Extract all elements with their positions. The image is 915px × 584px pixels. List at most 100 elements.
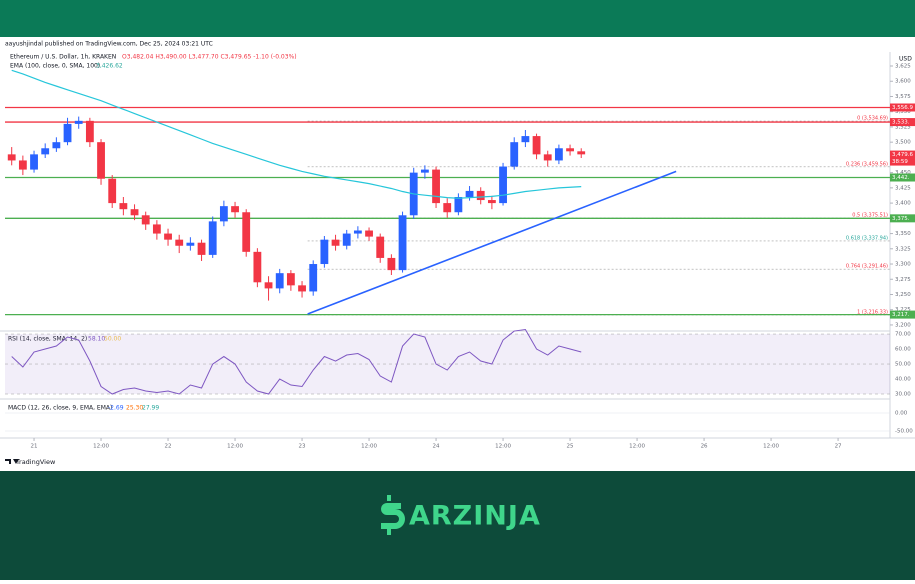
ema-line: [11, 69, 582, 199]
brand-icon-s: [381, 503, 405, 529]
rsi-tick-label: 40.00: [895, 377, 911, 383]
countdown: 38:59: [892, 159, 908, 165]
x-tick-label: 21: [31, 444, 38, 450]
y-tick-label: 3,350: [895, 231, 911, 237]
candle-body: [152, 224, 161, 234]
brand: ARZINJA: [409, 501, 541, 532]
y-tick-label: 3,425: [895, 185, 911, 191]
candle-body: [164, 233, 172, 240]
candle-body: [353, 230, 362, 234]
macd-legend-value: -2.69: [108, 405, 124, 412]
candle-body: [30, 154, 38, 170]
candle-body: [320, 239, 329, 265]
x-tick-label: 12:00: [629, 444, 645, 450]
candle-body: [465, 190, 474, 198]
x-tick-label: 12:00: [495, 444, 511, 450]
x-tick-label: 12:00: [93, 444, 109, 450]
y-tick-label: 3,250: [895, 292, 911, 298]
y-tick-label: 3,400: [895, 201, 911, 207]
candle-body: [342, 233, 351, 246]
rsi-line: [11, 329, 582, 395]
y-tick-label: 3,600: [895, 79, 911, 85]
byline: aayushjindal published on TradingView.co…: [5, 41, 213, 48]
tv-logo: TradingView: [15, 458, 56, 466]
candle-body: [41, 148, 50, 155]
ema-legend-value: 3,426.62: [96, 63, 123, 70]
tv-logo-icon: [5, 459, 19, 464]
y-tick-label: 3,450: [895, 170, 911, 176]
candle-body: [97, 142, 105, 179]
level-tag: [890, 173, 915, 182]
candle-body: [85, 120, 94, 143]
x-tick-label: 22: [165, 444, 172, 450]
fib-label: 0.618 (3,337.94): [846, 235, 888, 241]
level-label: 3,533.: [892, 120, 910, 126]
y-tick-label: 3,575: [895, 94, 911, 100]
candle-body: [18, 160, 27, 170]
candle-body: [510, 142, 519, 167]
candle-body: [398, 215, 407, 271]
x-tick-label: 25: [567, 444, 574, 450]
candle-body: [7, 154, 16, 161]
brand-icon: [381, 495, 405, 535]
candle-body: [186, 242, 195, 246]
last-price-label: 3,479.6: [892, 152, 913, 158]
candle-body: [208, 221, 217, 255]
candle-body: [476, 190, 485, 201]
candle-body: [309, 264, 318, 292]
x-tick-label: 24: [433, 444, 440, 450]
rsi-band: [5, 334, 890, 395]
y-tick-label: 3,300: [895, 262, 911, 268]
x-tick-label: 27: [835, 444, 842, 450]
macd-tick-label: 0.00: [895, 410, 908, 416]
candle-body: [175, 239, 184, 246]
candle-body: [231, 206, 239, 213]
candle-body: [577, 151, 586, 155]
symbol-title: Ethereum / U.S. Dollar, 1h, KRAKEN: [10, 54, 116, 61]
rsi-legend: RSI (14, close, SMA, 14, 2): [8, 336, 87, 343]
ohlc-legend: O3,482.04 H3,490.00 L3,477.70 C3,479.65 …: [122, 54, 297, 61]
level-label: 3,375.: [892, 216, 910, 222]
y-tick-label: 3,525: [895, 124, 911, 130]
candle-body: [387, 257, 396, 271]
fib-label: 0.5 (3,375.51): [852, 213, 888, 219]
level-tag: [890, 118, 915, 127]
candle-body: [365, 230, 373, 237]
rsi-legend-value: 50.00: [104, 336, 121, 343]
trend-line: [307, 170, 677, 315]
candle-body: [242, 212, 251, 252]
x-tick-label: 12:00: [227, 444, 243, 450]
last-price-tag: [890, 150, 915, 166]
x-tick-label: 26: [701, 444, 708, 450]
level-label: 3,442.: [892, 175, 910, 181]
candle-body: [141, 215, 150, 225]
bottom-band: [0, 471, 915, 580]
level-tag: [890, 214, 915, 223]
macd-legend-value: 25.30: [126, 405, 143, 412]
rsi-tick-label: 50.00: [895, 362, 911, 368]
level-tag: [890, 310, 915, 319]
fib-label: 0 (3,534.69): [857, 116, 888, 122]
candle-body: [264, 282, 273, 289]
candle-body: [253, 251, 262, 283]
top-band: [0, 0, 915, 37]
candle-body: [521, 136, 530, 143]
x-tick-label: 12:00: [763, 444, 779, 450]
level-label: 3,217.: [892, 312, 910, 318]
y-tick-label: 3,325: [895, 246, 911, 252]
candle-body: [443, 203, 452, 213]
x-tick-label: 23: [299, 444, 306, 450]
macd-legend: MACD (12, 26, close, 9, EMA, EMA): [8, 405, 112, 412]
candle-body: [298, 285, 306, 292]
candle-body: [543, 154, 552, 161]
candle-body: [63, 123, 72, 143]
y-tick-label: 3,625: [895, 64, 911, 70]
fib-label: 0.764 (3,291.46): [846, 264, 888, 270]
candle-body: [376, 236, 385, 258]
brand-icon-bar: [387, 529, 391, 535]
candle-body: [554, 148, 563, 161]
candle-body: [108, 178, 117, 204]
candle-body: [286, 273, 295, 286]
candle-body: [197, 242, 206, 255]
